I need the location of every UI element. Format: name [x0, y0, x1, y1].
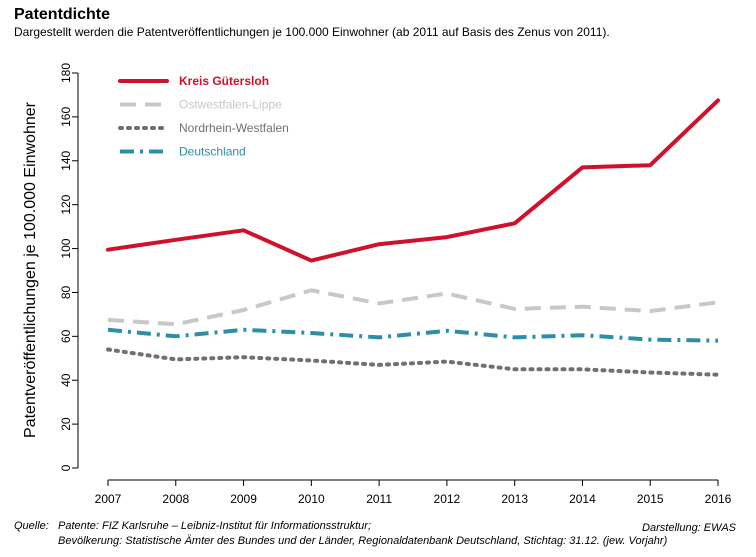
y-tick-label: 100 — [59, 238, 73, 258]
chart-title: Patentdichte — [14, 6, 111, 23]
x-tick-label: 2009 — [230, 492, 257, 506]
y-tick-label: 140 — [59, 150, 73, 170]
series-line-nordrhein-westfalen — [106, 347, 720, 377]
x-tick-label: 2012 — [434, 492, 461, 506]
y-axis-label: Patentveröffentlichungen je 100.000 Einw… — [22, 101, 39, 438]
y-tick-label: 80 — [59, 285, 73, 299]
x-tick-label: 2007 — [95, 492, 122, 506]
x-tick-label: 2016 — [705, 492, 732, 506]
x-tick-label: 2010 — [298, 492, 325, 506]
legend-label: Kreis Gütersloh — [179, 74, 269, 88]
x-tick-label: 2015 — [637, 492, 664, 506]
chart-subtitle: Dargestellt werden die Patentveröffentli… — [14, 25, 610, 39]
series-line-kreis-g-tersloh — [106, 98, 720, 263]
legend-label: Nordrhein-Westfalen — [179, 121, 289, 135]
y-tick-label: 20 — [59, 417, 73, 431]
y-tick-label: 120 — [59, 194, 73, 214]
x-tick-label: 2011 — [366, 492, 392, 506]
y-tick-label: 0 — [59, 464, 73, 471]
source-line-2: Bevölkerung: Statistische Ämter des Bund… — [58, 535, 668, 547]
source-line-1: Patente: FIZ Karlsruhe – Leibniz-Institu… — [58, 520, 372, 532]
y-tick-label: 60 — [59, 329, 73, 343]
y-tick-label: 40 — [59, 373, 73, 387]
x-tick-label: 2013 — [501, 492, 528, 506]
source-label: Quelle: — [14, 520, 49, 532]
credit: Darstellung: EWAS — [642, 522, 736, 534]
legend-label: Ostwestfalen-Lippe — [179, 98, 282, 112]
legend-label: Deutschland — [179, 145, 246, 159]
series-line-deutschland — [107, 327, 719, 343]
x-tick-label: 2008 — [162, 492, 189, 506]
y-tick-label: 160 — [59, 107, 73, 127]
x-tick-label: 2014 — [569, 492, 596, 506]
series-line-ostwestfalen-lippe — [107, 288, 719, 327]
line-chart: 0 20 40 60 80 100 120 140 160 180 2007 2008 2009 2010… — [22, 63, 732, 506]
y-tick-label: 180 — [59, 63, 73, 83]
